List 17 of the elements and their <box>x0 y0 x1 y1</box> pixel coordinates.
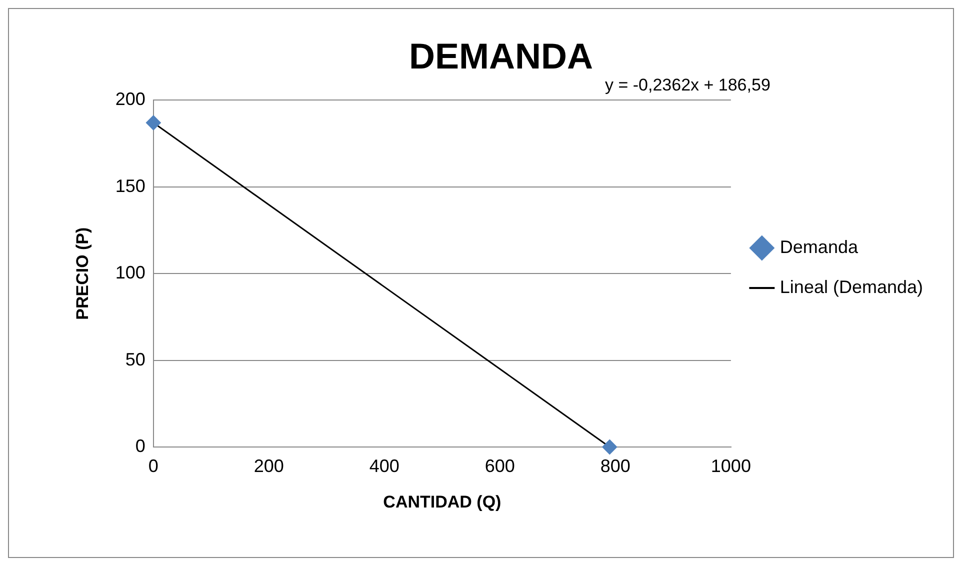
y-tick-label: 50 <box>125 349 146 370</box>
y-tick-label: 200 <box>115 89 146 110</box>
x-tick-label: 400 <box>369 456 400 476</box>
text: y = -0,2362x + 186,59 <box>604 75 770 94</box>
x-tick-label: 200 <box>254 456 284 476</box>
x-tick-label: 600 <box>484 456 515 476</box>
legend-label: Lineal (Demanda) <box>780 276 923 297</box>
chart-title: DEMANDA <box>409 36 593 77</box>
y-axis-title: PRECIO (P) <box>72 227 92 320</box>
x-tick-label: 0 <box>148 456 158 476</box>
legend-label: Demanda <box>780 236 859 257</box>
x-axis-title: CANTIDAD (Q) <box>383 492 502 512</box>
y-tick-label: 0 <box>135 436 146 456</box>
x-tick-label: 800 <box>600 456 630 476</box>
y-tick-label: 150 <box>115 176 146 196</box>
x-tick-label: 1000 <box>710 456 751 476</box>
y-tick-label: 100 <box>115 262 146 283</box>
